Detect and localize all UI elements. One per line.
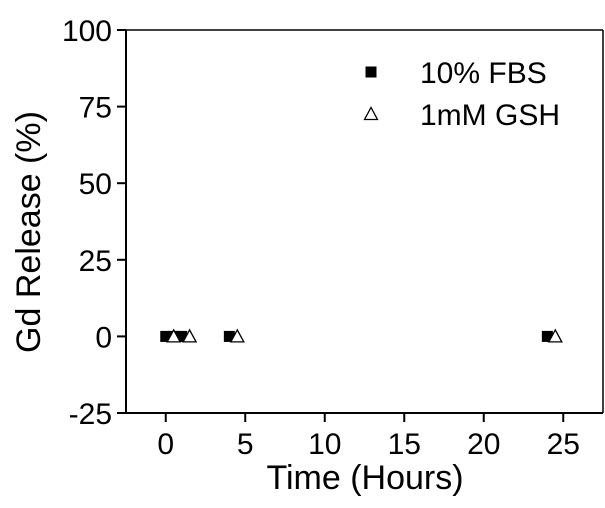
data-point-square [176,330,188,342]
data-points [160,328,563,343]
data-point-square [223,330,235,342]
x-tick-label: 20 [467,428,500,461]
y-tick-label: 75 [79,92,112,125]
data-point-square [541,330,553,342]
data-point-triangle [182,328,198,343]
legend-marker-square [365,66,377,78]
plot-frame [125,29,604,414]
y-tick-label: 100 [62,15,112,48]
data-point-triangle [229,328,245,343]
y-tick-label: 25 [79,245,112,278]
legend-label: 10% FBS [420,57,547,90]
y-tick-label: 0 [95,321,112,354]
legend-label: 1mM GSH [420,99,560,132]
x-axis-ticks: 0 5 10 15 20 25 [157,413,580,461]
legend-marker-triangle [363,106,379,121]
data-point-square [160,330,172,342]
x-tick-label: 5 [237,428,254,461]
y-axis-ticks: -25 0 25 50 75 100 [62,15,126,431]
x-tick-label: 15 [388,428,421,461]
x-axis-title: Time (Hours) [266,459,463,497]
x-tick-label: 10 [308,428,341,461]
data-point-triangle [547,328,563,343]
y-tick-label: -25 [69,398,112,431]
legend: 10% FBS 1mM GSH [363,57,560,132]
y-tick-label: 50 [79,168,112,201]
y-axis-title: Gd Release (%) [10,111,48,353]
x-tick-label: 25 [547,428,580,461]
data-point-triangle [166,328,182,343]
x-tick-label: 0 [157,428,174,461]
